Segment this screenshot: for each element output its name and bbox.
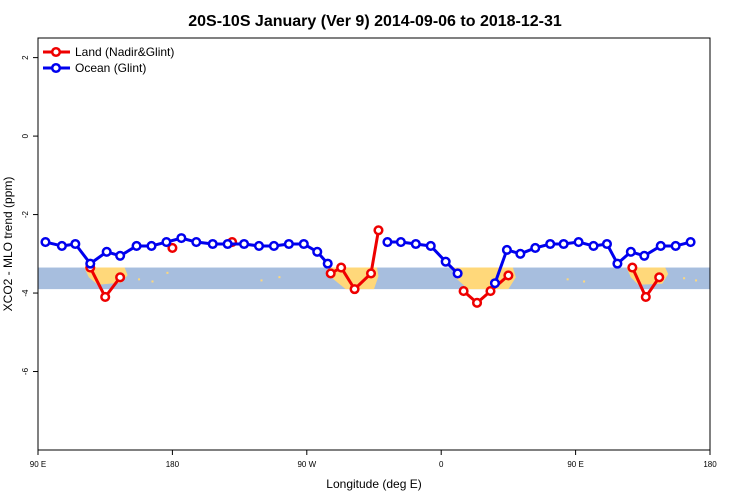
land-point: [458, 286, 469, 297]
ocean-point: [685, 236, 696, 248]
land-point: [365, 268, 377, 279]
ocean-point: [410, 238, 421, 250]
ocean-point: [588, 240, 599, 252]
land-point: [627, 262, 638, 273]
x-tick-label: 0: [439, 460, 444, 469]
ocean-point: [625, 246, 636, 257]
land-point: [325, 268, 336, 279]
ocean-point: [612, 258, 623, 269]
ocean-point: [268, 240, 279, 252]
land-point: [654, 272, 665, 283]
ocean-point: [161, 236, 172, 248]
ocean-point: [573, 236, 584, 248]
ocean-point: [239, 238, 250, 250]
ocean-point: [207, 238, 218, 250]
land-point: [640, 291, 651, 303]
island-dot: [260, 279, 263, 282]
y-axis-ticks: 2 0 -2 -4 -6: [21, 55, 38, 375]
legend-land-label: Land (Nadir&Glint): [75, 45, 174, 59]
ocean-point: [382, 236, 393, 248]
legend-ocean-marker: [50, 62, 62, 74]
ocean-point: [131, 240, 142, 252]
y-axis-label: XCO2 - MLO trend (ppm): [1, 177, 15, 312]
land-point: [503, 270, 514, 281]
ocean-point: [670, 240, 681, 252]
x-axis-ticks: 90 E 180 90 W 0 90 E 180: [30, 450, 717, 469]
island-dot: [138, 278, 141, 281]
land-point: [167, 242, 178, 253]
plot-frame: [37, 37, 711, 451]
ocean-point: [70, 238, 81, 250]
ocean-point: [655, 240, 666, 252]
legend-ocean-label: Ocean (Glint): [75, 61, 146, 75]
land-point: [100, 291, 111, 303]
ocean-point: [101, 246, 112, 257]
island-dot: [566, 278, 569, 281]
ocean-point: [639, 250, 650, 261]
ocean-point: [191, 236, 202, 248]
x-tick-label: 180: [703, 460, 717, 469]
x-tick-label: 90 E: [567, 460, 583, 469]
ocean-point: [489, 278, 501, 289]
land-point: [373, 225, 384, 236]
land-point: [471, 297, 483, 308]
ocean-point: [601, 238, 613, 250]
y-tick-label: -2: [21, 210, 30, 218]
ocean-point: [56, 240, 67, 252]
ocean-point: [146, 240, 157, 252]
y-tick-label: -4: [21, 289, 30, 297]
island-dot: [151, 280, 154, 283]
ocean-point: [222, 238, 233, 250]
y-tick-label: 2: [21, 55, 30, 60]
chart-title: 20S-10S January (Ver 9) 2014-09-06 to 20…: [188, 13, 562, 30]
ocean-point: [283, 238, 294, 250]
x-tick-label: 90 W: [297, 460, 316, 469]
ocean-point: [40, 236, 51, 248]
ocean-point: [530, 242, 541, 253]
ocean-point: [440, 256, 451, 267]
ocean-point: [395, 236, 406, 248]
ocean-point: [452, 268, 463, 279]
ocean-point: [425, 240, 436, 252]
legend-land-marker: [50, 46, 62, 58]
island-dot: [695, 279, 698, 282]
ocean-point: [545, 238, 556, 250]
map-strip: [38, 267, 710, 290]
y-tick-label: 0: [21, 133, 30, 138]
land-point: [115, 272, 126, 283]
x-tick-label: 90 E: [30, 460, 46, 469]
ocean-point: [322, 258, 333, 269]
ocean-point: [85, 258, 96, 269]
ocean-point: [176, 233, 187, 244]
legend: Land (Nadir&Glint) Ocean (Glint): [43, 45, 174, 75]
land-point: [336, 262, 347, 273]
plot-series: [40, 225, 696, 308]
island-dot: [166, 271, 169, 274]
island-dot: [683, 277, 686, 280]
ocean-point: [298, 238, 309, 250]
ocean-point: [115, 250, 126, 261]
x-axis-label: Longitude (deg E): [326, 477, 421, 491]
ocean-point: [312, 246, 323, 257]
island-dot: [278, 276, 281, 279]
y-tick-label: -6: [21, 367, 30, 375]
island-dot: [583, 280, 586, 283]
land-point: [349, 284, 360, 295]
ocean-point: [501, 244, 512, 255]
ocean-point: [253, 240, 265, 252]
land-patch: [326, 267, 379, 290]
x-tick-label: 180: [166, 460, 180, 469]
ocean-point: [558, 238, 569, 250]
ocean-point: [515, 248, 526, 259]
land-point: [485, 286, 496, 297]
